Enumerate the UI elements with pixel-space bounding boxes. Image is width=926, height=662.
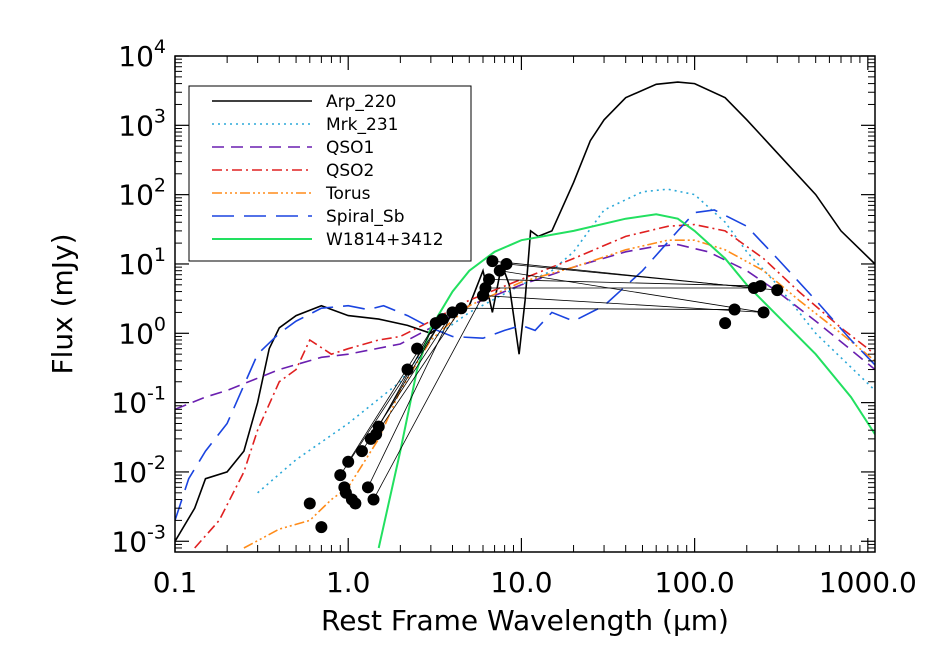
y-tick-base: 10 bbox=[118, 317, 154, 350]
y-tick-base: 10 bbox=[111, 456, 147, 489]
data-point bbox=[355, 445, 368, 458]
data-point bbox=[757, 306, 770, 319]
series-line-torus bbox=[243, 239, 875, 549]
series-line-spiral-sb bbox=[175, 209, 875, 521]
data-point bbox=[372, 420, 385, 433]
data-point bbox=[728, 303, 741, 316]
x-tick-label: 10.0 bbox=[490, 566, 552, 599]
data-point bbox=[401, 363, 414, 376]
link-line bbox=[339, 318, 443, 476]
data-point bbox=[771, 284, 784, 297]
x-tick-label: 0.1 bbox=[153, 566, 198, 599]
legend: Arp_220 Mrk_231 QSO1 QSO2 Torus Spiral_Sb W181… bbox=[188, 85, 472, 262]
x-tick-label: 1000.0 bbox=[819, 566, 917, 599]
series-line-qso1 bbox=[175, 243, 875, 411]
legend-box bbox=[188, 85, 472, 262]
y-tick-label: 100 bbox=[118, 313, 166, 350]
legend-label-qso2: QSO2 bbox=[326, 161, 374, 181]
link-line bbox=[506, 263, 778, 291]
legend-label-torus: Torus bbox=[325, 184, 371, 204]
legend-label-spiral-sb: Spiral_Sb bbox=[326, 207, 405, 227]
y-tick-base: 10 bbox=[118, 109, 154, 142]
series-line-w1814-3412 bbox=[377, 213, 875, 549]
y-tick-base: 10 bbox=[118, 248, 154, 281]
link-line bbox=[461, 307, 735, 310]
y-tick-exponent: -2 bbox=[147, 452, 166, 474]
legend-label-mrk-231: Mrk_231 bbox=[326, 115, 398, 135]
y-tick-exponent: -3 bbox=[147, 521, 166, 543]
link-line bbox=[373, 295, 484, 500]
y-tick-exponent: 1 bbox=[154, 244, 166, 266]
data-point bbox=[411, 342, 424, 355]
series-line-mrk-231 bbox=[257, 188, 875, 494]
y-tick-label: 102 bbox=[118, 175, 166, 212]
legend-label-w1814-3412: W1814+3412 bbox=[326, 230, 444, 250]
y-tick-exponent: 3 bbox=[154, 105, 166, 127]
y-tick-exponent: 2 bbox=[154, 175, 166, 197]
ticks-layer: 0.1 1.0 10.0 100.0 1000.010-310-210-11001011… bbox=[111, 36, 916, 599]
legend-label-qso1: QSO1 bbox=[326, 138, 374, 158]
y-tick-exponent: 0 bbox=[154, 313, 166, 335]
series-line-arp-220 bbox=[175, 81, 875, 542]
series-line-qso2 bbox=[194, 223, 875, 549]
data-point bbox=[754, 280, 767, 293]
y-tick-base: 10 bbox=[118, 179, 154, 212]
links-layer bbox=[339, 260, 778, 500]
y-tick-label: 103 bbox=[118, 105, 166, 142]
legend-label-arp-220: Arp_220 bbox=[326, 92, 396, 112]
data-point bbox=[315, 521, 328, 534]
data-point bbox=[367, 493, 380, 506]
link-line bbox=[367, 312, 453, 488]
plot-frame bbox=[174, 55, 876, 553]
data-point bbox=[334, 469, 347, 482]
y-tick-label: 10-1 bbox=[111, 383, 166, 420]
x-tick-label: 100.0 bbox=[655, 566, 735, 599]
x-axis-title: Rest Frame Wavelength (μm) bbox=[321, 604, 729, 637]
data-point bbox=[349, 497, 362, 510]
link-line bbox=[347, 322, 437, 463]
y-axis-title: Flux (mJy) bbox=[46, 233, 79, 374]
series-layer bbox=[175, 81, 875, 549]
y-tick-exponent: -1 bbox=[147, 383, 166, 405]
y-tick-exponent: 4 bbox=[154, 36, 166, 58]
data-point bbox=[342, 455, 355, 468]
x-tick-label: 1.0 bbox=[326, 566, 371, 599]
y-tick-label: 104 bbox=[118, 36, 166, 73]
y-tick-base: 10 bbox=[118, 40, 154, 73]
data-point bbox=[719, 317, 732, 330]
y-tick-label: 101 bbox=[118, 244, 166, 281]
data-point bbox=[486, 255, 499, 268]
link-line bbox=[499, 270, 764, 313]
data-point bbox=[483, 273, 496, 286]
y-tick-base: 10 bbox=[111, 387, 147, 420]
data-point bbox=[455, 302, 468, 315]
link-line bbox=[489, 278, 761, 287]
data-point bbox=[303, 497, 316, 510]
data-point bbox=[436, 313, 449, 326]
y-tick-label: 10-3 bbox=[111, 521, 166, 558]
y-tick-label: 10-2 bbox=[111, 452, 166, 489]
data-point bbox=[500, 257, 513, 270]
data-point bbox=[361, 481, 374, 494]
points-layer bbox=[303, 255, 784, 534]
y-tick-base: 10 bbox=[111, 525, 147, 558]
link-line bbox=[375, 307, 462, 435]
